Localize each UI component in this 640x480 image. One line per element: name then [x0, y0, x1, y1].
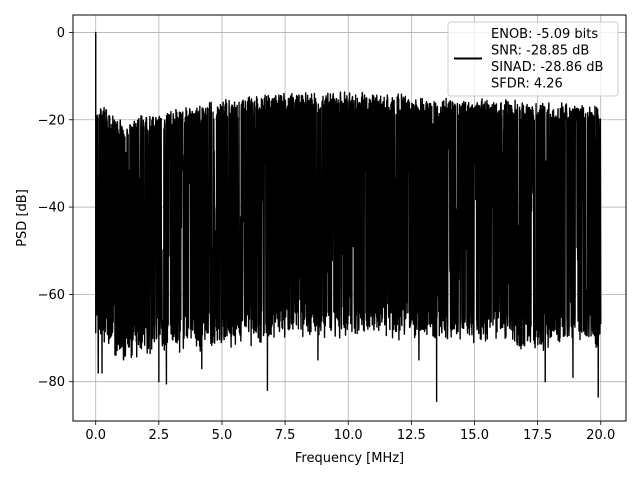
x-tick-label: 17.5	[523, 428, 552, 443]
legend-line-sfdr: SFDR: 4.26	[491, 77, 563, 92]
y-axis-label: PSD [dB]	[15, 189, 30, 247]
psd-trace	[95, 31, 602, 403]
series-line	[95, 31, 602, 403]
legend-line-sinad: SINAD: -28.86 dB	[491, 60, 603, 75]
x-tick-label: 15.0	[460, 428, 489, 443]
x-tick-label: 2.5	[149, 428, 170, 443]
x-tick-label: 20.0	[586, 428, 615, 443]
legend-line-snr: SNR: -28.85 dB	[491, 44, 589, 59]
x-tick-label: 0.0	[85, 428, 106, 443]
x-tick-label: 5.0	[212, 428, 233, 443]
legend: ENOB: -5.09 bits SNR: -28.85 dB SINAD: -…	[447, 21, 619, 97]
legend-box	[447, 21, 619, 97]
x-axis-label: Frequency [MHz]	[295, 451, 404, 466]
y-tick-label: 0	[57, 26, 65, 41]
y-tick-label: −60	[38, 288, 65, 303]
y-tick-label: −20	[38, 113, 65, 128]
plot-frame	[72, 14, 627, 422]
x-tick-label: 10.0	[334, 428, 363, 443]
y-tick-label: −40	[38, 201, 65, 216]
x-tick-label: 7.5	[275, 428, 296, 443]
x-tick-label: 12.5	[397, 428, 426, 443]
y-tick-label: −80	[38, 375, 65, 390]
legend-line-enob: ENOB: -5.09 bits	[491, 27, 598, 42]
axis-ticks: 0.0 2.5 5.0 7.5 10.0 12.5 15.0 17.5 20.0 0 −20 −40 −…	[38, 26, 616, 443]
